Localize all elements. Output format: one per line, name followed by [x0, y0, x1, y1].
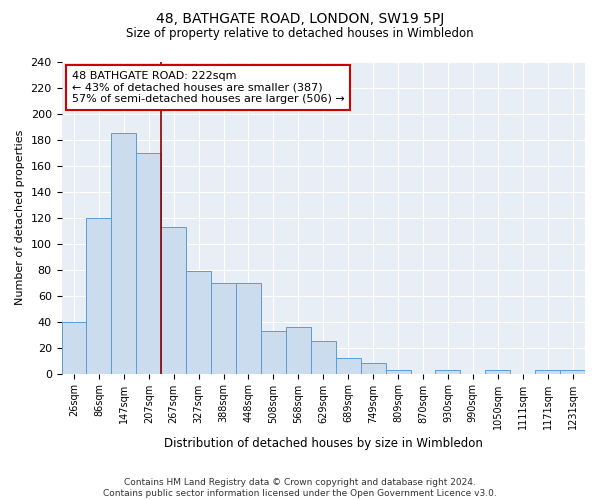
Bar: [261, 330, 286, 374]
Bar: [136, 152, 161, 374]
Bar: [535, 370, 560, 374]
Bar: [236, 282, 261, 374]
Text: 48 BATHGATE ROAD: 222sqm
← 43% of detached houses are smaller (387)
57% of semi-: 48 BATHGATE ROAD: 222sqm ← 43% of detach…: [72, 71, 345, 104]
Y-axis label: Number of detached properties: Number of detached properties: [15, 130, 25, 305]
Bar: [311, 341, 336, 374]
Bar: [361, 363, 386, 374]
X-axis label: Distribution of detached houses by size in Wimbledon: Distribution of detached houses by size …: [164, 437, 483, 450]
Text: 48, BATHGATE ROAD, LONDON, SW19 5PJ: 48, BATHGATE ROAD, LONDON, SW19 5PJ: [156, 12, 444, 26]
Bar: [436, 370, 460, 374]
Bar: [161, 226, 186, 374]
Bar: [485, 370, 510, 374]
Text: Contains HM Land Registry data © Crown copyright and database right 2024.
Contai: Contains HM Land Registry data © Crown c…: [103, 478, 497, 498]
Bar: [112, 133, 136, 374]
Bar: [86, 218, 112, 374]
Bar: [386, 370, 410, 374]
Bar: [62, 322, 86, 374]
Bar: [560, 370, 585, 374]
Bar: [186, 271, 211, 374]
Text: Size of property relative to detached houses in Wimbledon: Size of property relative to detached ho…: [126, 28, 474, 40]
Bar: [211, 282, 236, 374]
Bar: [336, 358, 361, 374]
Bar: [286, 327, 311, 374]
